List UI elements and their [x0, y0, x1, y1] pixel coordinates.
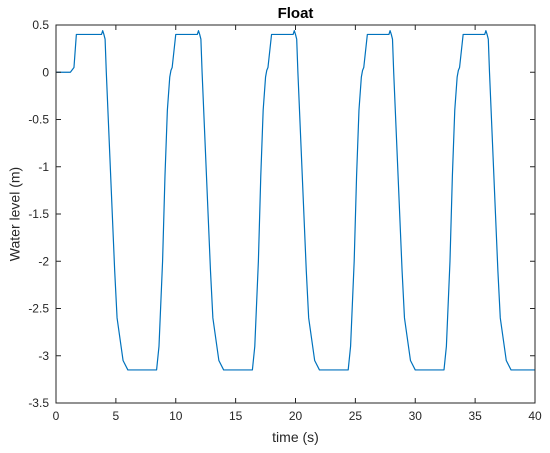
y-tick-label: -3.5: [28, 396, 49, 410]
ticks-layer: 0 5 10 15 20 25 30 35 40 0.5 0 -0.5 -1 -1.5 -2 -2.5 -3 -3…: [28, 18, 542, 423]
y-tick-label: -3: [38, 349, 49, 363]
y-tick-label: 0: [42, 65, 49, 79]
plot-area: [56, 25, 535, 403]
x-tick-label: 40: [528, 409, 542, 423]
series-layer: [56, 30, 535, 371]
x-tick-label: 20: [289, 409, 303, 423]
y-axis-label: Water level (m): [7, 167, 23, 261]
x-tick-label: 10: [169, 409, 183, 423]
x-tick-label: 35: [468, 409, 482, 423]
y-tick-label: -2.5: [28, 302, 49, 316]
x-tick-label: 0: [53, 409, 60, 423]
y-tick-label: -1: [38, 160, 49, 174]
x-tick-label: 30: [409, 409, 423, 423]
y-tick-label: -2: [38, 254, 49, 268]
chart-title: Float: [278, 5, 314, 22]
x-tick-label: 25: [349, 409, 363, 423]
x-tick-label: 5: [113, 409, 120, 423]
x-axis-label: time (s): [272, 429, 319, 445]
y-tick-label: -1.5: [28, 207, 49, 221]
series-line-0: [56, 30, 535, 371]
x-tick-label: 15: [229, 409, 243, 423]
y-tick-label: 0.5: [32, 18, 49, 32]
y-tick-label: -0.5: [28, 113, 49, 127]
